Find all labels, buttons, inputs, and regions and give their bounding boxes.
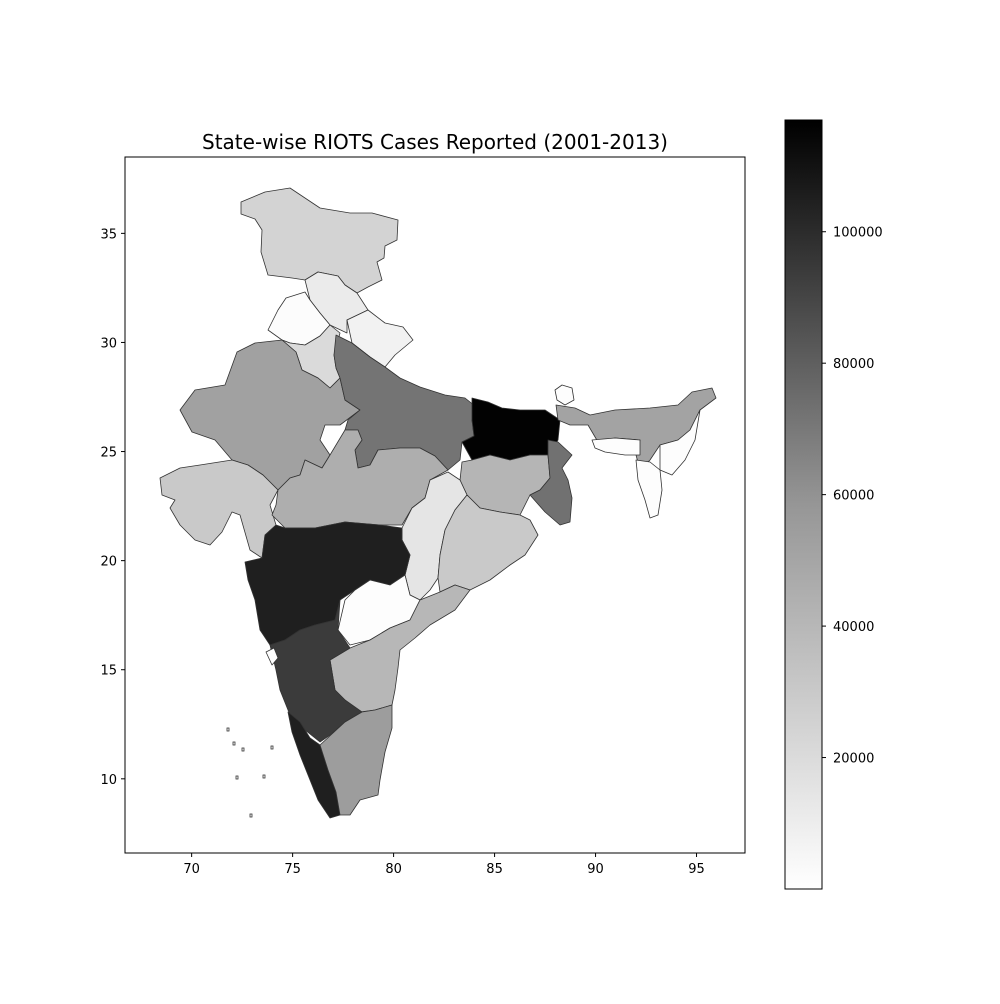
colorbar-tick-label: 20000 <box>833 752 874 767</box>
region-goa <box>265 647 279 666</box>
colorbar <box>784 119 823 890</box>
x-tick-label: 85 <box>486 862 503 877</box>
region-jammu-kashmir <box>240 187 399 294</box>
x-tick-label: 90 <box>587 862 604 877</box>
x-tick-label: 75 <box>284 862 301 877</box>
y-tick-label: 30 <box>100 336 117 351</box>
region-west-bengal <box>529 439 573 526</box>
region-tamil-nadu <box>319 704 393 816</box>
y-tick-label: 20 <box>100 555 117 570</box>
region-arunachal-pradesh <box>659 409 701 476</box>
y-tick-label: 25 <box>100 446 117 461</box>
region-odisha <box>437 494 539 593</box>
colorbar-tick-label: 80000 <box>833 357 874 372</box>
x-tick-label: 95 <box>688 862 705 877</box>
colorbar-tick-label: 40000 <box>833 620 874 635</box>
x-tick-label: 80 <box>385 862 402 877</box>
region-gujarat <box>159 459 279 559</box>
colorbar-ticks: 20000 40000 60000 80000 100000 <box>822 226 883 767</box>
y-axis: 10 15 20 25 30 35 <box>100 227 125 788</box>
lakshadweep-islands <box>226 727 274 818</box>
y-tick-label: 10 <box>100 773 117 788</box>
region-northeast-states <box>635 459 663 519</box>
y-tick-label: 15 <box>100 664 117 679</box>
colorbar-tick-label: 100000 <box>833 226 883 241</box>
y-tick-label: 35 <box>100 227 117 242</box>
map-title: State-wise RIOTS Cases Reported (2001-20… <box>202 130 668 154</box>
x-axis: 70 75 80 85 90 95 <box>183 853 705 877</box>
colorbar-tick-label: 60000 <box>833 489 874 504</box>
region-meghalaya <box>591 437 641 456</box>
map-regions <box>159 187 717 819</box>
x-tick-label: 70 <box>183 862 200 877</box>
region-sikkim <box>554 384 575 406</box>
